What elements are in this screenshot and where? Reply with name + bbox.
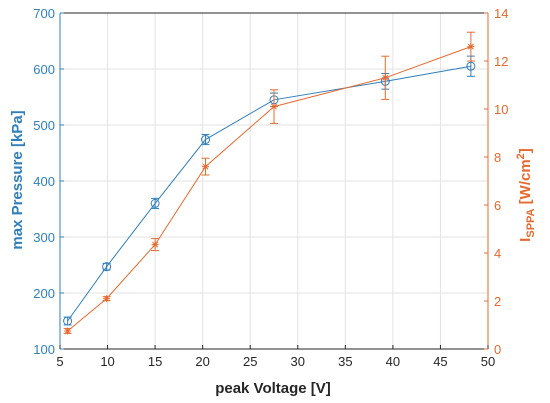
left-y-tick-label: 500 (33, 118, 55, 133)
left-y-tick-label: 600 (33, 62, 55, 77)
right-y-tick-label: 12 (494, 54, 508, 69)
x-tick-label: 10 (100, 354, 114, 369)
data-point (467, 43, 475, 51)
x-tick-label: 5 (56, 354, 63, 369)
data-point (151, 241, 159, 249)
right-y-tick-label: 0 (494, 342, 501, 357)
right-y-axis-title-unit-sup: 2 (515, 153, 527, 159)
x-tick-label: 30 (291, 354, 305, 369)
x-tick-label: 25 (243, 354, 257, 369)
right-y-axis-title-unit: [W/cm (517, 159, 534, 208)
series-right (63, 31, 475, 335)
right-y-tick-label: 14 (494, 6, 508, 21)
data-point (63, 316, 73, 326)
data-point (102, 262, 112, 272)
x-tick-label: 35 (338, 354, 352, 369)
left-y-tick-label: 400 (33, 174, 55, 189)
right-y-tick-label: 2 (494, 294, 501, 309)
right-y-tick-label: 4 (494, 246, 501, 261)
data-point (202, 163, 210, 171)
data-point (64, 327, 72, 335)
data-point (150, 198, 160, 208)
right-y-tick-label: 6 (494, 198, 501, 213)
left-y-axis-title: max Pressure [kPa] (9, 110, 26, 249)
data-point (270, 103, 278, 111)
right-y-axis-title-unit-end: ] (517, 148, 534, 153)
series-layer (63, 31, 476, 335)
data-point (466, 61, 476, 71)
data-point (103, 295, 111, 303)
right-y-axis-title: ISPPA [W/cm2] (515, 148, 537, 242)
x-tick-label: 40 (386, 354, 400, 369)
axes: 5 10 15 20 25 30 35 40 45 50100200300400500600700… (33, 6, 508, 369)
x-tick-label: 50 (481, 354, 495, 369)
right-y-axis-title-sub: SPPA (525, 208, 537, 237)
x-tick-label: 20 (195, 354, 209, 369)
x-tick-label: 45 (433, 354, 447, 369)
left-y-tick-label: 300 (33, 230, 55, 245)
right-y-tick-label: 8 (494, 150, 501, 165)
data-point (381, 74, 389, 82)
x-tick-label: 15 (148, 354, 162, 369)
right-y-tick-label: 10 (494, 102, 508, 117)
left-y-tick-label: 200 (33, 286, 55, 301)
data-point (201, 135, 211, 145)
left-y-tick-label: 100 (33, 342, 55, 357)
left-y-tick-label: 700 (33, 6, 55, 21)
right-y-axis-title-main: I (517, 238, 534, 242)
x-axis-title: peak Voltage [V] (215, 380, 331, 397)
